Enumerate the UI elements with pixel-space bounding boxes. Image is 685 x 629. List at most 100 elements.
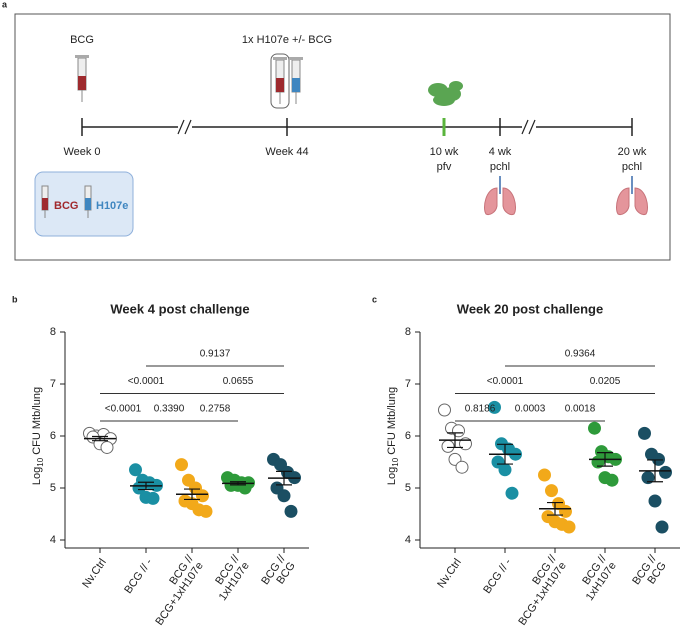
error-bar: [184, 488, 200, 501]
syringe-icons: [75, 53, 303, 109]
x-tick-label: Nv.Ctrl: [80, 557, 109, 591]
timeline-label: 20 wk: [618, 146, 647, 158]
x-tick-label: BCG // -: [122, 556, 155, 596]
panel-letter: b: [12, 294, 18, 304]
x-tick-label: BCG // -: [481, 556, 514, 596]
panel-letter: c: [372, 294, 377, 304]
data-point: [648, 494, 662, 508]
p-value-label: <0.0001: [487, 376, 524, 387]
timeline-label: 4 wk: [489, 146, 512, 158]
data-point: [588, 421, 601, 435]
data-point: [284, 504, 298, 518]
x-tick-label: Nv.Ctrl: [435, 557, 464, 591]
data-point: [605, 473, 619, 487]
data-point: [488, 400, 501, 414]
error-bar: [276, 470, 292, 486]
y-axis-label-part: Log: [386, 467, 398, 485]
data-point: [505, 486, 519, 500]
y-axis-label: Log10 CFU Mtb/lung: [31, 387, 45, 485]
x-tick-label-line: BCG // -: [122, 556, 155, 596]
bracket-box: [270, 53, 290, 109]
x-tick-label-line: Nv.Ctrl: [80, 557, 109, 591]
p-value-label: 0.9364: [565, 349, 596, 360]
x-tick-label-line: BCG // -: [481, 556, 514, 596]
timeline-label: pchl: [622, 161, 642, 173]
x-tick-label: BCG //BCG+1xH107e: [506, 552, 569, 627]
bacteria-icon: [428, 81, 463, 106]
p-value-label: 0.2758: [200, 404, 231, 415]
y-tick-label: 8: [405, 326, 411, 338]
data-point: [146, 491, 160, 505]
error-bar: [230, 481, 246, 486]
data-point: [175, 458, 188, 472]
data-point: [438, 403, 451, 417]
error-bar: [447, 432, 463, 449]
timeline-label: 10 wk: [430, 146, 459, 158]
x-tick-label: BCG //BCG: [630, 552, 669, 594]
y-axis-label-part: CFU Mtb/lung: [31, 387, 43, 458]
error-bar: [138, 481, 154, 491]
y-tick-label: 7: [405, 378, 411, 390]
error-bar: [547, 501, 563, 516]
data-point: [129, 463, 142, 477]
data-point: [277, 489, 291, 503]
p-value-label: 0.3390: [154, 404, 185, 415]
data-point: [545, 484, 558, 498]
y-axis-label: Log10 CFU Mtb/lung: [386, 387, 400, 485]
data-point: [452, 424, 465, 438]
error-bar: [597, 452, 613, 467]
data-point: [196, 489, 209, 503]
y-tick-label: 6: [50, 430, 56, 442]
x-tick-label: BCG //1xH107e: [574, 552, 619, 603]
p-value-label: 0.9137: [200, 349, 231, 360]
x-tick-label: BCG //1xH107e: [207, 552, 252, 603]
error-bar: [497, 443, 513, 465]
timeline-label: BCG: [70, 34, 94, 46]
legend-syringes: [41, 185, 92, 218]
legend-label: BCG: [54, 200, 78, 212]
error-bar: [92, 435, 108, 442]
data-point: [441, 439, 455, 453]
data-point: [562, 520, 576, 534]
y-tick-label: 4: [405, 534, 411, 546]
y-tick-label: 6: [405, 430, 411, 442]
x-tick-label: BCG //BCG: [259, 552, 298, 594]
timeline: BCG 1x H107e +/- BCG BCG H107e: [14, 13, 671, 261]
legend-box: [34, 171, 134, 237]
data-point: [100, 440, 114, 454]
legend-label: H107e: [96, 200, 128, 212]
data-point: [655, 520, 669, 534]
y-tick-label: 7: [50, 378, 56, 390]
data-point: [498, 463, 512, 477]
y-axis-label-part: CFU Mtb/lung: [386, 387, 398, 458]
timeline-label: pfv: [437, 161, 452, 173]
p-value-label: <0.0001: [105, 404, 142, 415]
data-point: [659, 465, 672, 479]
p-value-label: 0.0018: [565, 404, 596, 415]
y-tick-label: 4: [50, 534, 56, 546]
p-value-label: 0.0003: [515, 404, 546, 415]
p-value-label: 0.0205: [590, 376, 621, 387]
data-point: [641, 471, 655, 485]
panel-border: [14, 13, 671, 261]
chart-title: Week 4 post challenge: [110, 301, 249, 316]
error-bar: [647, 459, 663, 483]
p-value-label: 0.0655: [223, 376, 254, 387]
y-axis-label-part: 10: [391, 457, 400, 466]
y-axis-label-part: 10: [36, 457, 45, 466]
data-point: [538, 468, 551, 482]
timeline-label: Week 0: [63, 146, 100, 158]
timeline-label: Week 44: [265, 146, 308, 158]
lung-icons: [483, 176, 649, 215]
timeline-label: 1x H107e +/- BCG: [242, 34, 332, 46]
data-point: [199, 504, 213, 518]
y-tick-label: 8: [50, 326, 56, 338]
timeline-label: pchl: [490, 161, 510, 173]
p-value-label: <0.0001: [128, 376, 165, 387]
axis-break: [177, 119, 536, 135]
ticks: [81, 118, 633, 136]
data-point: [638, 426, 651, 440]
y-tick-label: 5: [50, 482, 56, 494]
y-axis-label-part: Log: [31, 467, 43, 485]
